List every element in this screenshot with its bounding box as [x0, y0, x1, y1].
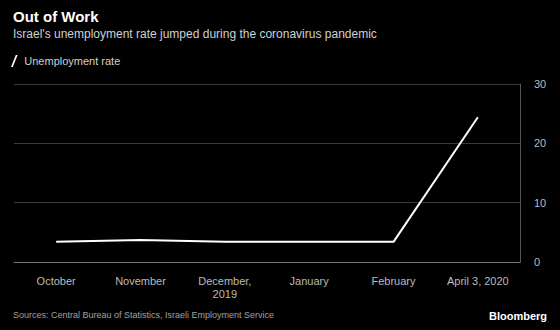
- svg-text:Unemployment rate: Unemployment rate: [24, 55, 120, 67]
- svg-text:April 3, 2020: April 3, 2020: [447, 275, 509, 287]
- svg-text:October: October: [37, 275, 76, 287]
- svg-text:February: February: [371, 275, 416, 287]
- svg-text:January: January: [290, 275, 330, 287]
- svg-text:10: 10: [534, 197, 546, 209]
- svg-text:November: November: [115, 275, 166, 287]
- svg-text:Sources: Central Bureau of Sta: Sources: Central Bureau of Statistics, I…: [13, 310, 274, 320]
- svg-text:2019: 2019: [213, 288, 237, 300]
- svg-text:December,: December,: [198, 275, 251, 287]
- svg-text:20: 20: [534, 137, 546, 149]
- svg-text:Bloomberg: Bloomberg: [489, 310, 547, 322]
- svg-text:Israel's unemployment rate jum: Israel's unemployment rate jumped during…: [13, 27, 377, 41]
- svg-text:30: 30: [534, 78, 546, 90]
- svg-text:0: 0: [534, 256, 540, 268]
- svg-text:Out of Work: Out of Work: [13, 8, 99, 25]
